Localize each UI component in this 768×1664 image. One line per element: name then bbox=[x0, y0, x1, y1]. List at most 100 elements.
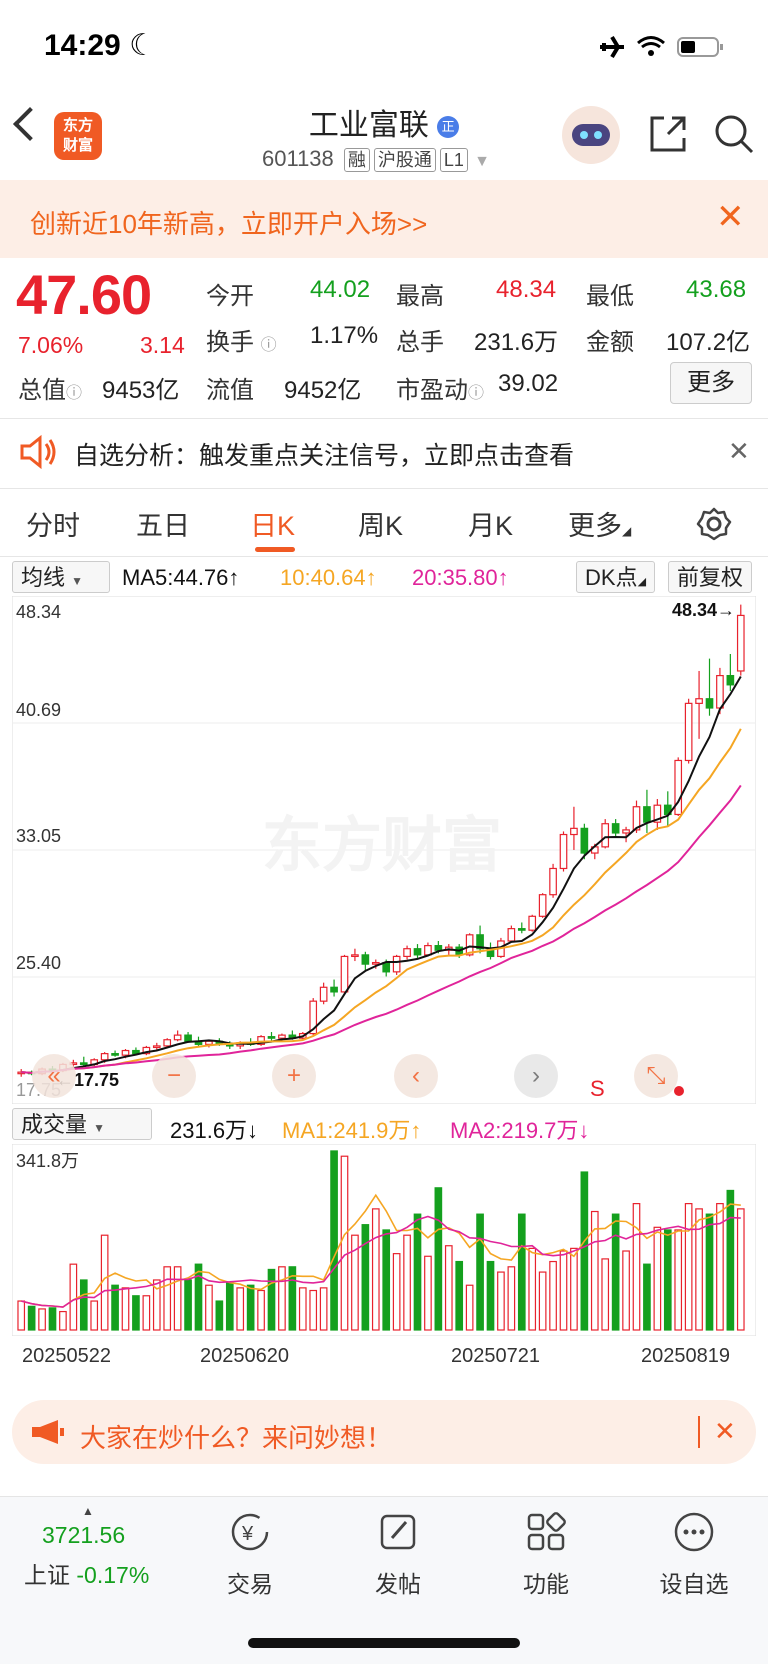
app-logo[interactable]: 东方财富 bbox=[54, 112, 102, 160]
tab-monthly-k[interactable]: 月K bbox=[468, 511, 514, 541]
ask-banner-text[interactable]: 大家在炒什么？来问妙想！ bbox=[80, 1423, 393, 1453]
volume-bar bbox=[194, 1263, 203, 1331]
volume-bar bbox=[684, 1203, 693, 1331]
volume-bar bbox=[622, 1250, 630, 1331]
open-value: 44.02 bbox=[310, 276, 371, 303]
candle bbox=[674, 757, 683, 817]
volume-bar bbox=[736, 1208, 745, 1331]
volume-bar bbox=[27, 1305, 36, 1331]
volume-bar bbox=[570, 1247, 578, 1331]
volume-bar bbox=[246, 1284, 255, 1331]
volume-bar bbox=[549, 1260, 557, 1331]
volume-bar bbox=[38, 1308, 46, 1331]
ask-banner[interactable] bbox=[12, 1400, 756, 1464]
functions-button[interactable]: 功能 bbox=[486, 1500, 606, 1599]
volume-chart[interactable] bbox=[12, 1144, 756, 1336]
volume-bar bbox=[695, 1208, 703, 1331]
tab-daily-k[interactable]: 日K bbox=[250, 511, 296, 541]
volume-bar bbox=[173, 1266, 182, 1331]
volume-ma2-line bbox=[20, 1215, 741, 1308]
ma10-value: 10:40.64↑ bbox=[280, 565, 377, 590]
volume-bar bbox=[611, 1213, 620, 1331]
volume-bar bbox=[392, 1253, 401, 1331]
candle bbox=[361, 951, 370, 971]
index-value[interactable]: 3721.56 bbox=[42, 1522, 126, 1548]
candle bbox=[79, 1056, 88, 1066]
volume-current: 231.6万↓ bbox=[170, 1118, 259, 1143]
change-amount: 3.14 bbox=[140, 332, 185, 358]
candle bbox=[319, 982, 328, 1005]
scroll-right-icon[interactable]: › bbox=[514, 1054, 558, 1098]
volume-bar bbox=[351, 1234, 359, 1331]
volume-label: 总手 bbox=[396, 329, 444, 356]
close-alert-icon[interactable]: ✕ bbox=[728, 436, 750, 466]
candle bbox=[173, 1030, 182, 1042]
volume-ma1-line bbox=[20, 1193, 741, 1308]
scroll-left-fast-icon[interactable]: « bbox=[32, 1054, 76, 1098]
close-banner-icon[interactable]: ✕ bbox=[714, 1416, 736, 1446]
active-tab-indicator bbox=[255, 547, 295, 552]
zoom-in-icon[interactable]: + bbox=[272, 1054, 316, 1098]
tab-five-day[interactable]: 五日 bbox=[136, 511, 190, 541]
volume-bar bbox=[413, 1213, 422, 1331]
indicator-select[interactable]: 均线 ▼ bbox=[12, 561, 110, 593]
candle bbox=[371, 959, 380, 969]
tab-intraday[interactable]: 分时 bbox=[26, 511, 80, 541]
info-icon[interactable]: ⓘ bbox=[468, 385, 485, 402]
post-button[interactable]: 发帖 bbox=[338, 1500, 458, 1599]
volume-bar bbox=[309, 1289, 318, 1331]
volume-bar bbox=[257, 1289, 265, 1331]
expand-up-icon[interactable]: ▲ bbox=[82, 1504, 94, 1518]
volume-bar bbox=[163, 1266, 172, 1331]
fullscreen-icon[interactable]: ⤡ bbox=[634, 1054, 678, 1098]
price-axis-label: 25.40 bbox=[16, 953, 62, 973]
add-watchlist-button[interactable]: 设自选 bbox=[634, 1500, 754, 1599]
candle bbox=[330, 979, 338, 997]
more-button[interactable]: 更多 bbox=[670, 362, 752, 404]
index-quote[interactable]: 上证 -0.17% bbox=[24, 1562, 150, 1588]
search-icon[interactable] bbox=[712, 112, 756, 156]
date-label: 20250522 bbox=[22, 1345, 111, 1367]
volume-value: 231.6万 bbox=[474, 329, 559, 356]
close-icon[interactable]: ✕ bbox=[716, 198, 745, 236]
volume-bar bbox=[111, 1284, 119, 1331]
amount-value: 107.2亿 bbox=[666, 329, 751, 356]
stock-code-row: 601138 融沪股通 L1 ▼ bbox=[262, 146, 490, 172]
adjust-button[interactable]: 前复权 bbox=[668, 561, 753, 593]
ma10-line bbox=[21, 728, 742, 1074]
candle bbox=[538, 893, 547, 918]
zoom-out-icon[interactable]: − bbox=[152, 1054, 196, 1098]
megaphone-icon bbox=[32, 1420, 64, 1444]
candle bbox=[736, 604, 745, 676]
volume-bar bbox=[59, 1310, 67, 1331]
dk-point-button[interactable]: DK点◢ bbox=[576, 561, 656, 593]
tab-weekly-k[interactable]: 周K bbox=[358, 511, 404, 541]
volume-bar bbox=[444, 1245, 453, 1331]
mktcap-value: 9453亿 bbox=[102, 377, 180, 404]
candlestick-chart[interactable]: 东方财富 bbox=[12, 596, 756, 1104]
volume-bar bbox=[17, 1300, 26, 1331]
alert-text[interactable]: 自选分析：触发重点关注信号，立即点击查看 bbox=[74, 442, 575, 470]
float-cap-label: 流值 bbox=[206, 377, 254, 404]
volume-bar bbox=[507, 1266, 516, 1331]
pe-value: 39.02 bbox=[498, 370, 559, 397]
volume-bar bbox=[403, 1234, 411, 1331]
volume-bar bbox=[267, 1268, 276, 1331]
volume-indicator-select[interactable]: 成交量 ▼ bbox=[12, 1108, 152, 1140]
scroll-left-icon[interactable]: ‹ bbox=[394, 1054, 438, 1098]
volume-bar bbox=[225, 1282, 234, 1331]
promo-banner[interactable] bbox=[0, 180, 768, 258]
promo-banner-text[interactable]: 创新近10年新高，立即开户入场>> bbox=[30, 209, 428, 239]
settings-gear-icon[interactable] bbox=[696, 506, 732, 542]
assistant-avatar[interactable] bbox=[562, 106, 620, 164]
volume-ma2: MA2:219.7万↓ bbox=[450, 1118, 590, 1143]
volume-bar bbox=[278, 1266, 286, 1331]
share-icon[interactable] bbox=[646, 112, 690, 156]
tag-level: L1 bbox=[439, 148, 468, 172]
tab-more[interactable]: 更多◢ bbox=[568, 511, 632, 541]
trade-button[interactable]: ¥ 交易 bbox=[190, 1500, 310, 1599]
volume-bar bbox=[497, 1271, 505, 1331]
caret-down-icon[interactable]: ▼ bbox=[474, 153, 490, 170]
info-icon[interactable]: ⓘ bbox=[260, 337, 277, 354]
info-icon[interactable]: ⓘ bbox=[66, 385, 83, 402]
